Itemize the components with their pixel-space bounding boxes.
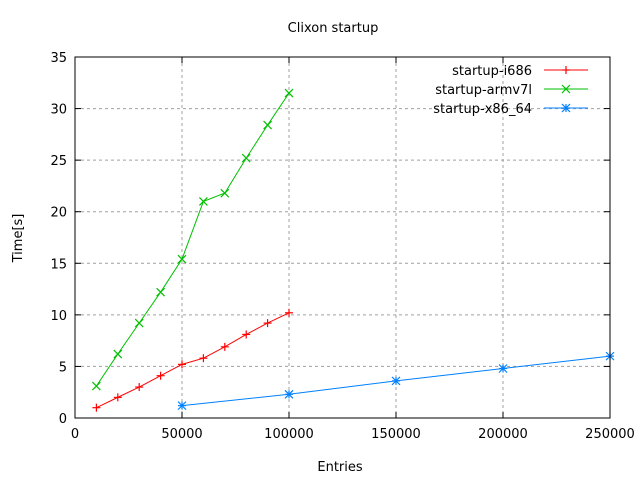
y-axis-label: Time[s] [11,214,26,264]
y-tick-label: 20 [50,206,67,221]
data-point [498,364,508,373]
x-tick-label: 100000 [264,427,314,442]
data-point [242,330,251,339]
data-point [391,376,401,386]
data-point [561,103,571,113]
data-point [220,342,229,351]
data-point [156,287,166,297]
data-point [561,84,571,94]
data-point [177,401,187,411]
y-tick-label: 35 [50,51,67,66]
legend-label: startup-x86_64 [433,102,532,117]
data-point [113,393,122,402]
y-tick-label: 30 [50,103,67,118]
data-point [263,319,272,328]
x-tick-label: 200000 [478,427,528,442]
data-point [135,383,144,392]
data-point [284,88,294,98]
data-point [113,349,123,359]
data-point [177,254,187,264]
data-point [91,381,101,391]
chart-title: Clixon startup [288,21,379,36]
y-tick-label: 25 [50,154,67,169]
data-point [134,318,144,328]
data-point [178,360,186,369]
data-point [199,354,208,363]
x-axis-label: Entries [317,460,363,475]
y-tick-label: 5 [59,360,67,375]
series-line-startup-armv7l [95,92,290,387]
x-tick-label: 50000 [161,427,202,442]
data-point [263,120,273,130]
legend-label: startup-i686 [452,64,532,79]
x-tick-label: 250000 [585,427,635,442]
data-point [156,371,165,380]
data-point [198,196,208,206]
y-tick-label: 0 [59,412,67,427]
x-tick-label: 0 [71,427,79,442]
y-tick-label: 15 [50,257,67,272]
data-point [562,66,570,74]
x-tick-label: 150000 [371,427,421,442]
series-line-startup-i686 [96,312,290,409]
data-point [92,403,101,412]
legend-label: startup-armv7l [435,83,532,98]
data-point [284,389,294,399]
data-point [220,188,230,198]
data-point [285,308,293,317]
plot-frame [74,56,611,419]
data-point [241,153,251,163]
y-tick-label: 10 [50,309,67,324]
